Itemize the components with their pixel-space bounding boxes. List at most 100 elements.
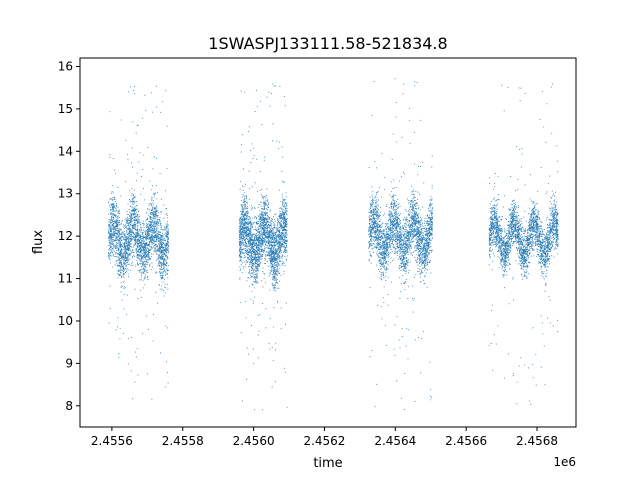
data-point [155, 259, 157, 261]
data-point [128, 226, 130, 228]
data-point [127, 227, 129, 229]
data-point [145, 242, 147, 244]
data-point [248, 252, 250, 254]
data-point [251, 222, 253, 224]
data-point [240, 249, 242, 251]
data-point [108, 218, 110, 221]
data-point [134, 225, 136, 227]
data-point [162, 239, 164, 241]
data-point [138, 254, 140, 256]
data-point [273, 247, 275, 249]
data-point [130, 213, 132, 215]
data-point [139, 269, 141, 271]
data-point [140, 224, 142, 226]
data-point [265, 241, 267, 243]
data-point [148, 223, 150, 225]
data-point [160, 228, 162, 230]
data-point [113, 196, 115, 198]
data-point [134, 240, 136, 242]
data-point [248, 245, 250, 248]
data-point [128, 230, 130, 232]
data-point [142, 237, 144, 239]
data-point [279, 217, 281, 219]
data-point [239, 234, 241, 236]
data-point [149, 217, 151, 219]
data-point [151, 242, 153, 244]
data-point [277, 263, 279, 265]
data-point [167, 226, 169, 228]
data-point [136, 250, 138, 252]
data-point [112, 221, 114, 223]
data-point [136, 214, 138, 216]
data-point [128, 220, 130, 222]
data-point [254, 256, 257, 258]
data-point [147, 224, 149, 226]
data-point [277, 240, 279, 242]
data-point [162, 232, 164, 234]
data-point [271, 386, 273, 388]
data-point [284, 251, 286, 253]
data-point [109, 230, 111, 232]
data-point [124, 224, 126, 226]
data-point [111, 233, 113, 235]
data-point [262, 245, 264, 247]
data-point [151, 213, 153, 215]
data-point [167, 235, 169, 237]
data-point [115, 208, 117, 210]
data-point [158, 212, 160, 214]
data-point [250, 224, 252, 226]
data-point [109, 233, 111, 235]
data-point [263, 220, 266, 222]
data-point [163, 226, 166, 228]
data-point [155, 224, 157, 226]
data-point [158, 243, 160, 245]
data-point [142, 256, 145, 258]
data-point [167, 237, 169, 239]
data-point [156, 228, 158, 230]
data-point [162, 272, 164, 274]
data-point [120, 282, 122, 284]
data-point [275, 277, 277, 279]
data-point [165, 229, 167, 231]
data-point [129, 235, 131, 237]
data-point [121, 265, 123, 267]
data-point [249, 224, 251, 226]
data-point [142, 258, 144, 260]
data-point [140, 193, 142, 195]
data-point [109, 308, 111, 310]
data-point [155, 157, 158, 159]
data-point [255, 254, 257, 256]
data-point [239, 246, 241, 249]
data-point [143, 254, 145, 256]
data-point [121, 270, 123, 272]
data-point [142, 239, 144, 241]
data-point [158, 233, 160, 235]
data-point [167, 232, 170, 234]
data-point [162, 235, 164, 237]
data-point [152, 223, 154, 225]
data-point [245, 230, 247, 232]
data-point [151, 223, 153, 225]
data-point [144, 261, 146, 263]
data-point [126, 218, 128, 220]
data-point [149, 251, 151, 254]
data-point [282, 261, 284, 264]
data-point [158, 250, 160, 252]
data-point [117, 215, 119, 217]
data-point [268, 225, 270, 227]
data-point [256, 252, 258, 254]
data-point [154, 192, 156, 194]
data-point [153, 222, 155, 224]
data-point [133, 254, 135, 256]
data-point [164, 287, 167, 289]
data-point [108, 224, 110, 226]
data-point [167, 382, 169, 384]
data-point [254, 243, 256, 245]
data-point [149, 225, 151, 227]
data-point [282, 201, 284, 203]
data-point [126, 227, 128, 229]
data-point [130, 238, 132, 240]
data-point [129, 216, 131, 218]
data-point [148, 234, 150, 236]
data-point [281, 207, 283, 209]
